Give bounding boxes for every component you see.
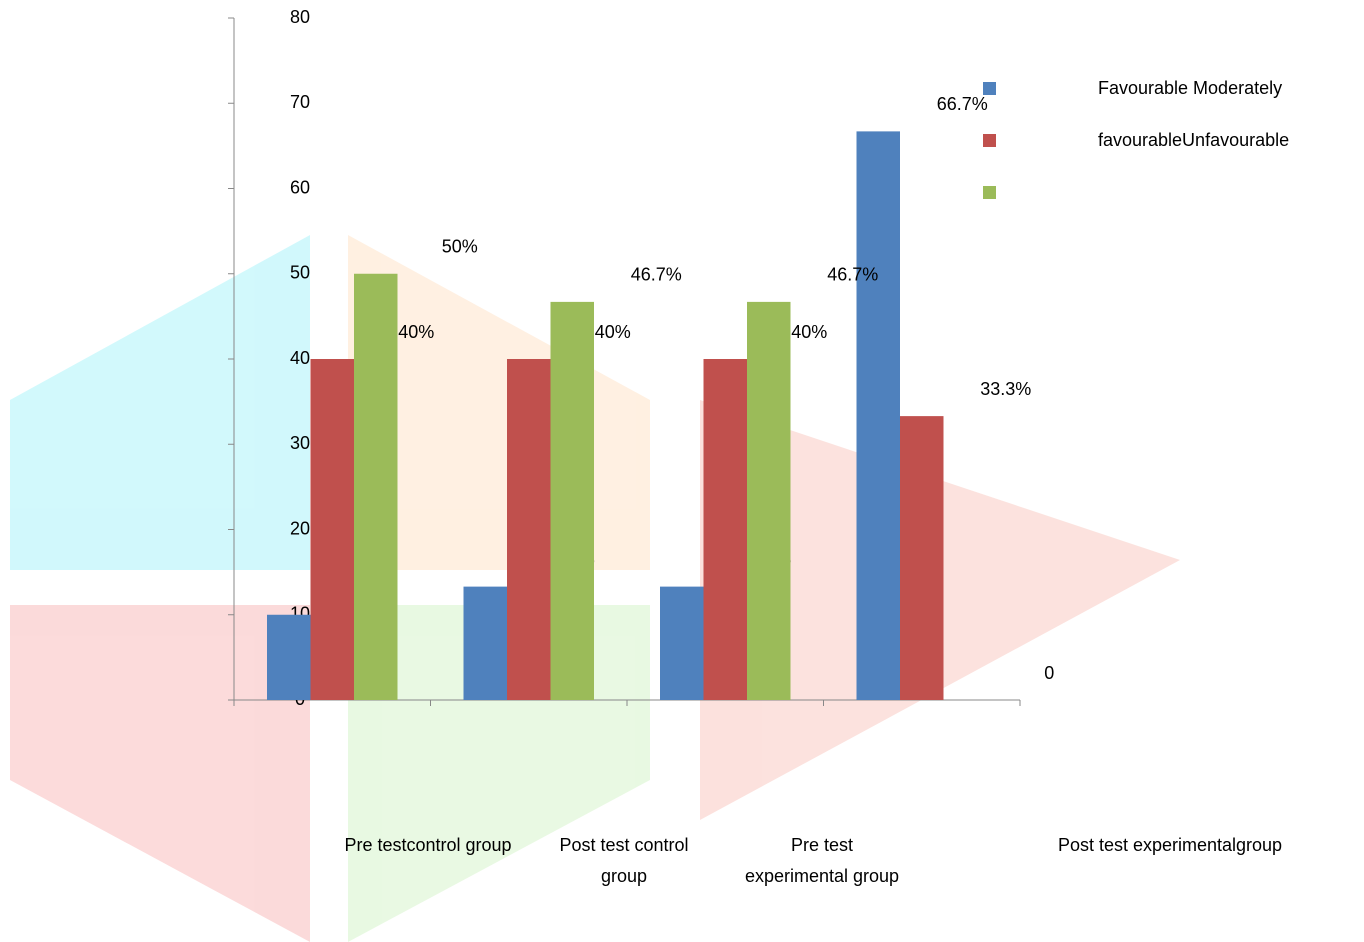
legend-label: favourableUnfavourable <box>1098 130 1289 150</box>
data-label: 40% <box>398 322 434 342</box>
bar <box>856 131 900 700</box>
bar <box>507 359 551 700</box>
bar <box>900 416 944 700</box>
x-tick-label: Post test experimentalgroup <box>1057 835 1283 855</box>
y-tick-label: 40 <box>290 348 310 368</box>
data-label: 40% <box>595 322 631 342</box>
y-tick-label: 20 <box>290 518 310 538</box>
bar <box>354 273 398 700</box>
bar <box>550 301 594 700</box>
legend-swatch <box>983 186 996 199</box>
data-label: 33.3% <box>980 379 1031 399</box>
legend-swatch <box>983 82 996 95</box>
bar <box>463 586 507 700</box>
data-label: 46.7% <box>631 265 682 285</box>
y-tick-label: 60 <box>290 177 310 197</box>
y-tick-label: 70 <box>290 92 310 112</box>
y-tick-label: 80 <box>290 7 310 27</box>
data-label: 50% <box>442 237 478 257</box>
bar <box>660 586 704 700</box>
y-tick-label: 30 <box>290 433 310 453</box>
data-label: 46.7% <box>827 265 878 285</box>
x-tick-label: Post test control group <box>559 835 689 886</box>
bar <box>747 301 791 700</box>
data-label: 0 <box>1044 663 1054 683</box>
bar <box>310 359 354 700</box>
data-label: 40% <box>791 322 827 342</box>
y-tick-label: 50 <box>290 263 310 283</box>
legend-swatch <box>983 134 996 147</box>
bar <box>703 359 747 700</box>
legend-label: Favourable Moderately <box>1098 78 1282 98</box>
data-label: 66.7% <box>937 94 988 114</box>
x-tick-label: Pre testcontrol group <box>344 835 512 855</box>
x-tick-label: Pre test experimental group <box>744 835 900 886</box>
bar <box>267 614 311 700</box>
